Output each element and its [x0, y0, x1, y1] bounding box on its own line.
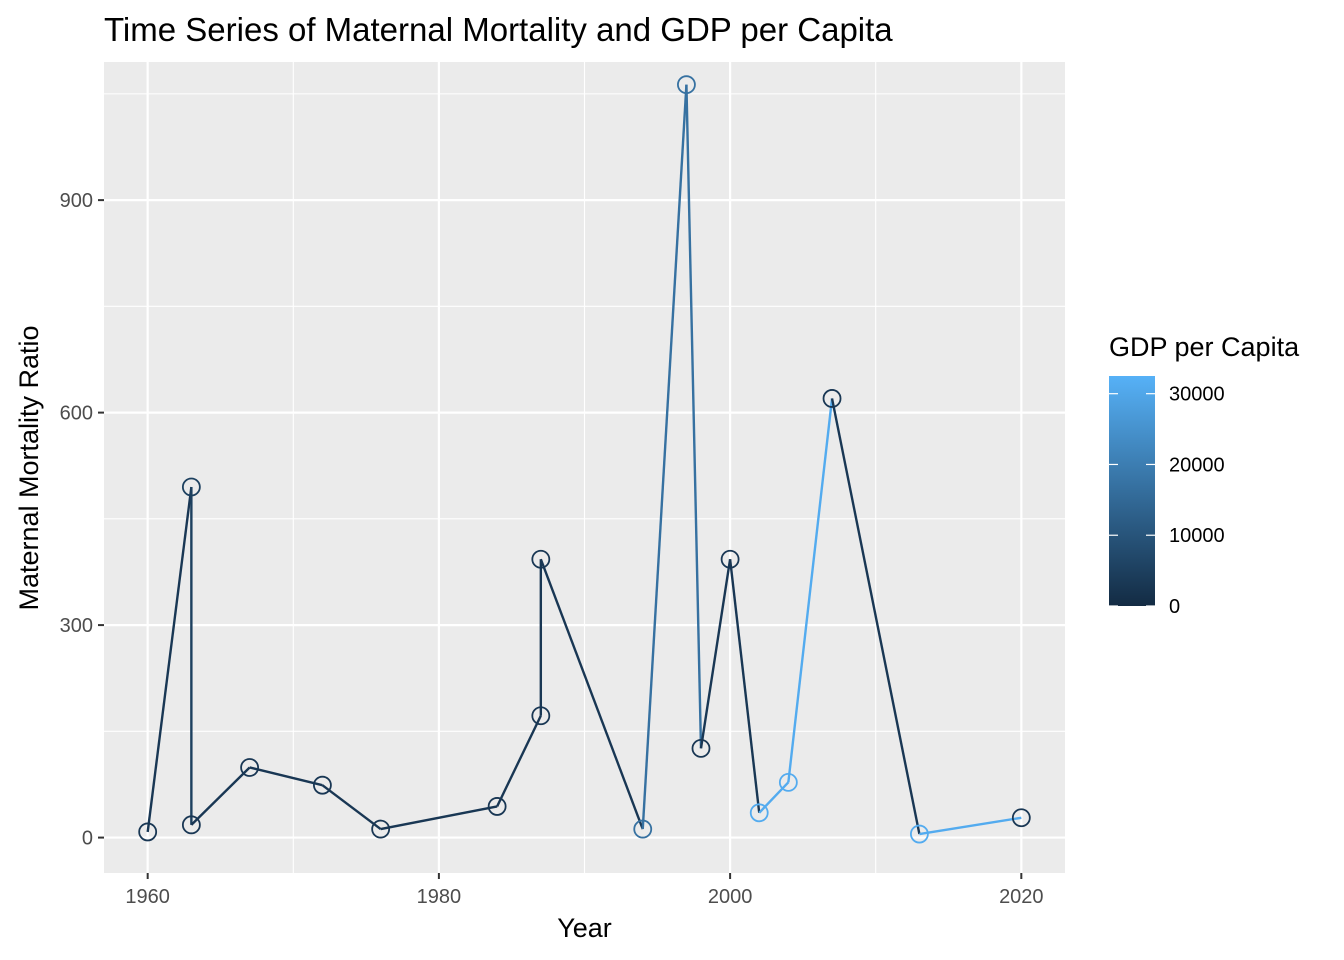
series-line-segment — [830, 398, 921, 835]
data-point — [531, 549, 551, 569]
series-lines — [146, 84, 1022, 836]
data-point — [822, 389, 842, 408]
data-point — [749, 803, 769, 823]
series-line-segment — [699, 559, 732, 749]
data-point — [181, 477, 201, 497]
x-axis-title: Year — [557, 913, 612, 943]
series-line-segment — [321, 784, 382, 831]
data-point — [138, 822, 158, 842]
series-line-segment — [787, 398, 834, 783]
y-tick-label: 0 — [82, 828, 93, 850]
data-point — [909, 824, 929, 844]
series-line-segment — [539, 558, 644, 830]
data-point — [720, 549, 740, 569]
grid-major-lines — [104, 62, 1065, 873]
data-point — [240, 758, 260, 777]
y-axis: 0 300 600 900 — [60, 190, 104, 850]
legend-tick-label: 0 — [1169, 596, 1180, 618]
data-point — [677, 75, 696, 95]
series-line-segment — [496, 715, 542, 807]
series-line-segment — [146, 486, 193, 833]
legend-tick-label: 30000 — [1169, 384, 1225, 406]
data-point — [181, 815, 201, 835]
x-tick-label: 2000 — [708, 886, 753, 908]
x-tick-label: 1960 — [125, 886, 170, 908]
legend-tick-label: 10000 — [1169, 525, 1225, 547]
y-axis-title: Maternal Mortality Ratio — [14, 325, 44, 610]
data-point — [778, 772, 798, 792]
legend-tick-label: 20000 — [1169, 454, 1225, 476]
data-point — [633, 819, 653, 839]
series-line-segment — [758, 781, 790, 814]
series-line-segment — [919, 816, 1022, 836]
x-axis: 1960 1980 2000 2020 — [125, 873, 1044, 908]
series-line-segment — [380, 805, 498, 831]
legend-ticks: 0 10000 20000 30000 — [1109, 384, 1225, 618]
data-point — [371, 819, 391, 839]
series-line-segment — [249, 766, 323, 787]
legend-title: GDP per Capita — [1109, 332, 1300, 362]
data-point — [531, 706, 551, 726]
data-point — [1011, 808, 1031, 828]
x-tick-label: 2020 — [999, 886, 1044, 908]
data-point — [487, 797, 507, 816]
grid-minor-lines — [104, 62, 1065, 873]
y-tick-label: 600 — [60, 403, 93, 425]
data-point — [691, 738, 711, 758]
x-tick-label: 1980 — [417, 886, 462, 908]
data-point — [313, 775, 332, 795]
series-line-segment — [641, 84, 688, 830]
legend-colorbar — [1109, 376, 1155, 606]
series-points — [138, 75, 1031, 844]
y-tick-label: 300 — [60, 615, 93, 637]
chart-title: Time Series of Maternal Mortality and GD… — [104, 11, 893, 48]
series-line-segment — [190, 766, 251, 826]
series-line-segment — [685, 84, 703, 749]
y-tick-label: 900 — [60, 190, 93, 212]
series-line-segment — [728, 559, 761, 813]
legend: GDP per Capita 0 10000 20000 30000 — [1109, 332, 1300, 618]
